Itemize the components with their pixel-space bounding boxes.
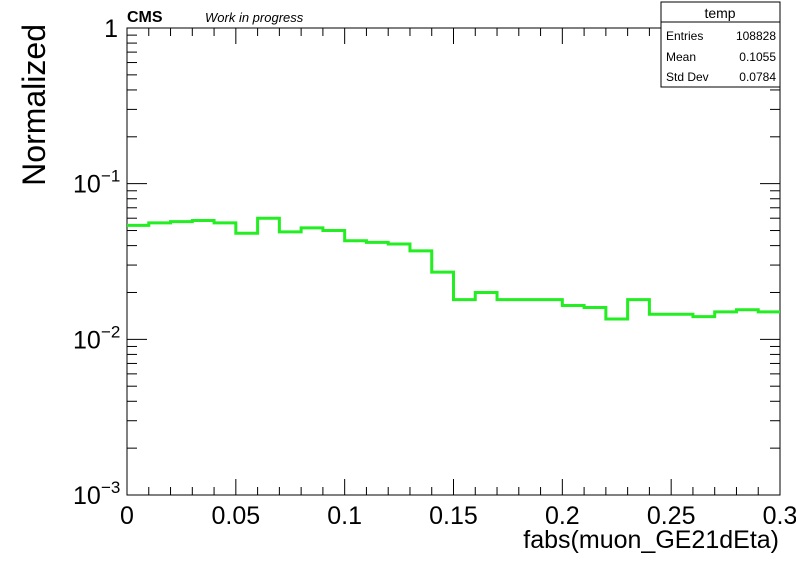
stats-box: temp Entries 108828 Mean 0.1055 Std Dev … — [660, 1, 781, 88]
x-tick-label: 0.05 — [211, 502, 260, 530]
axis-ticks — [126, 27, 781, 496]
stats-mean-label: Mean — [666, 50, 696, 64]
y-tick-label: 10 — [73, 326, 101, 354]
x-tick-label: 0 — [120, 502, 134, 530]
y-axis-title: Normalized — [16, 24, 52, 186]
histogram-series — [127, 216, 780, 321]
cms-label: CMS — [127, 9, 163, 26]
x-tick-label: 0.25 — [647, 502, 696, 530]
y-tick-labels: 110−110−210−3 — [73, 15, 120, 510]
x-axis-title: fabs(muon_GE21dEta) — [523, 526, 779, 554]
status-label: Work in progress — [205, 10, 304, 25]
stats-stddev-value: 0.0784 — [739, 70, 776, 84]
y-tick-label: 10 — [73, 482, 101, 510]
y-tick-label: 1 — [104, 15, 118, 43]
y-tick-label: 10 — [73, 171, 101, 199]
x-tick-label: 0.3 — [763, 502, 796, 530]
y-tick-exponent: −1 — [101, 167, 120, 186]
stats-stddev-label: Std Dev — [666, 70, 709, 84]
stats-box-frame — [660, 1, 781, 88]
stats-entries-value: 108828 — [736, 29, 776, 43]
x-tick-label: 0.2 — [545, 502, 580, 530]
y-tick-exponent: −2 — [101, 322, 120, 341]
plot-frame — [126, 27, 781, 496]
stats-mean-value: 0.1055 — [739, 50, 776, 64]
stats-box-title: temp — [704, 5, 735, 21]
y-tick-exponent: −3 — [101, 478, 120, 497]
stats-entries-label: Entries — [666, 29, 703, 43]
x-tick-label: 0.1 — [327, 502, 362, 530]
x-tick-label: 0.15 — [429, 502, 478, 530]
x-tick-labels: 0 0.05 0.1 0.15 0.2 0.25 0.3 — [120, 502, 796, 530]
